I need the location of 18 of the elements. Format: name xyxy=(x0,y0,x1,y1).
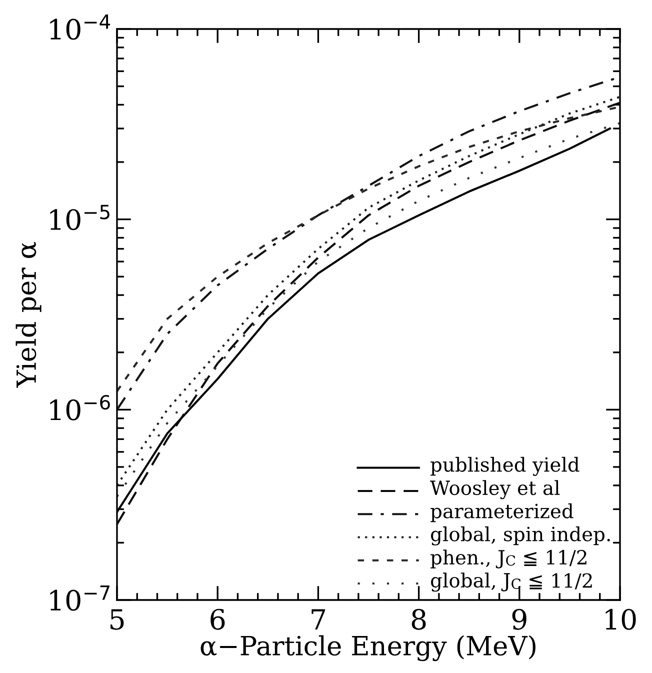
y-tick-label: 10$^{−6}$ xyxy=(50,394,110,420)
y-tick-label: 10$^{−4}$ xyxy=(50,14,110,40)
x-tick-label: 5 xyxy=(110,609,124,630)
x-tick-label: 10 xyxy=(606,608,636,630)
legend-label: global, spin indep. xyxy=(430,526,610,546)
legend-label: published yield xyxy=(430,456,580,476)
y-axis-title: Yield per α xyxy=(16,242,42,388)
legend-label: parameterized xyxy=(430,503,574,522)
legend-label: global, JC ≦ 11/2 xyxy=(430,572,592,592)
x-tick-label: 8 xyxy=(412,608,426,630)
y-tick-label: 10$^{−5}$ xyxy=(50,204,110,230)
x-tick-label: 7 xyxy=(312,609,326,630)
legend-label: Woosley et al xyxy=(430,480,560,500)
y-tick-label: 10$^{−7}$ xyxy=(50,586,110,611)
x-tick-label: 6 xyxy=(210,608,225,630)
x-axis-title: α−Particle Energy (MeV) xyxy=(200,635,536,662)
x-tick-label: 9 xyxy=(512,608,526,630)
legend-label: phen., JC ≦ 11/2 xyxy=(430,550,586,568)
